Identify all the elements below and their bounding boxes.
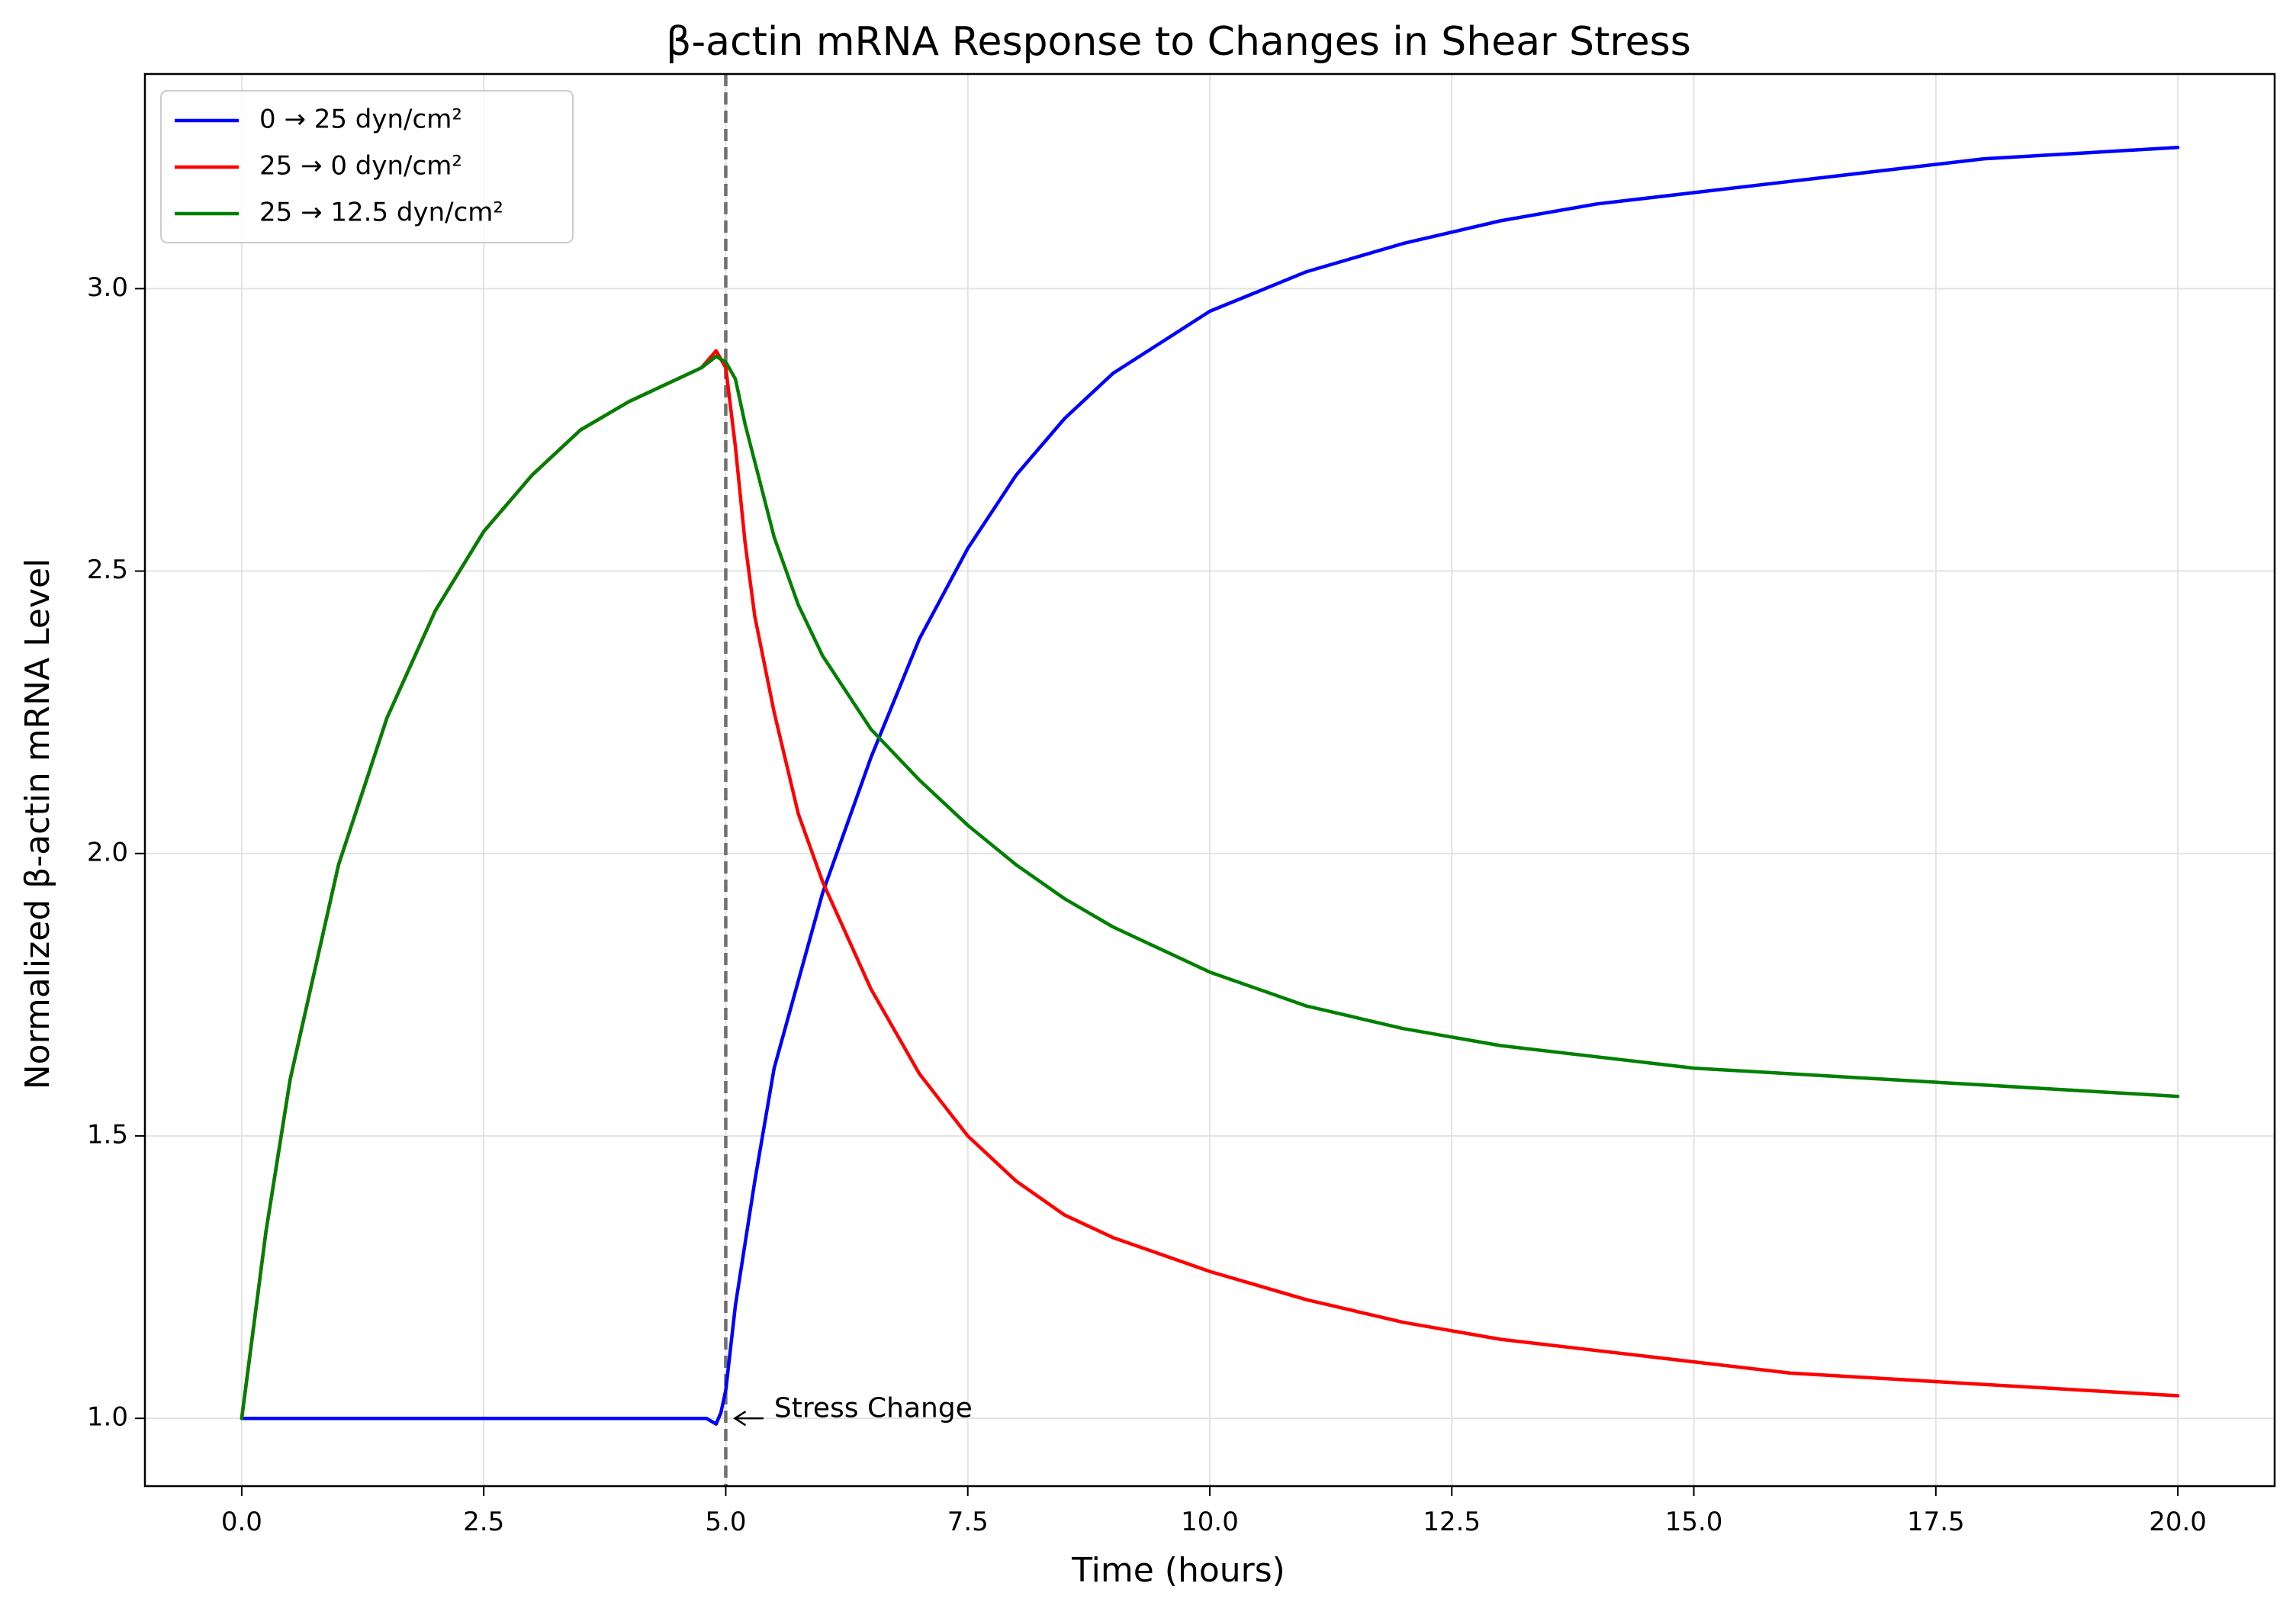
chart-title: β-actin mRNA Response to Changes in Shea… <box>666 19 1691 65</box>
x-axis-ticks: 0.0 2.5 5.0 7.5 10.0 12.5 15.0 17.5 20.0 <box>221 1486 2207 1537</box>
legend-entry-label: 25 → 12.5 dyn/cm² <box>259 198 503 228</box>
x-tick-label: 15.0 <box>1665 1507 1723 1537</box>
legend-box <box>160 90 574 243</box>
annotation-label: Stress Change <box>774 1392 973 1424</box>
y-tick-label: 1.0 <box>87 1402 128 1433</box>
legend-entry-label: 0 → 25 dyn/cm² <box>259 105 462 135</box>
x-axis-label: Time (hours) <box>1071 1551 1285 1590</box>
x-tick-label: 2.5 <box>463 1507 504 1537</box>
y-axis-label: Normalized β-actin mRNA Level <box>18 558 57 1090</box>
x-tick-label: 5.0 <box>705 1507 746 1537</box>
series-line-3 <box>240 354 2180 1421</box>
stress-change-annotation: Stress Change <box>733 1392 973 1427</box>
x-tick-label: 0.0 <box>221 1507 262 1537</box>
y-tick-label: 2.0 <box>87 837 128 867</box>
series-line-1 <box>240 146 2180 1426</box>
x-tick-label: 7.5 <box>947 1507 989 1537</box>
y-axis-ticks: 1.0 1.5 2.0 2.5 3.0 <box>87 272 145 1433</box>
y-tick-label: 2.5 <box>87 555 128 585</box>
legend-entry-label: 25 → 0 dyn/cm² <box>259 151 462 182</box>
x-tick-label: 10.0 <box>1181 1507 1239 1537</box>
annotation-arrow-head <box>733 1411 747 1427</box>
x-tick-label: 17.5 <box>1907 1507 1965 1537</box>
y-tick-label: 3.0 <box>87 272 128 303</box>
x-tick-label: 20.0 <box>2149 1507 2207 1537</box>
x-tick-label: 12.5 <box>1423 1507 1481 1537</box>
series-layer <box>240 146 2180 1426</box>
legend: 0 → 25 dyn/cm² 25 → 0 dyn/cm² 25 → 12.5 dy… <box>160 90 574 243</box>
y-tick-label: 1.5 <box>87 1119 128 1150</box>
